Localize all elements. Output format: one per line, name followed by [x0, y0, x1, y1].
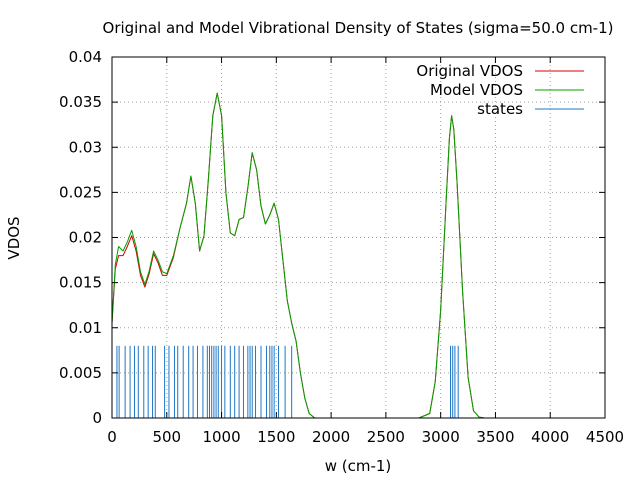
- y-tick-label: 0.005: [59, 364, 102, 382]
- x-tick-label: 500: [152, 428, 181, 446]
- y-tick-label: 0.025: [59, 183, 102, 201]
- x-tick-label: 2000: [312, 428, 350, 446]
- x-tick-label: 3000: [422, 428, 460, 446]
- x-tick-label: 1500: [257, 428, 295, 446]
- ticks: 0 500 1000 1500 2000 2500 3000 3500 4000 4500 0 0.0…: [59, 48, 624, 446]
- x-axis-label: w (cm-1): [325, 457, 392, 475]
- y-tick-label: 0.01: [69, 319, 102, 337]
- y-axis-label: VDOS: [5, 216, 23, 259]
- y-tick-label: 0.04: [69, 48, 102, 66]
- legend-label: Model VDOS: [430, 81, 523, 99]
- x-tick-label: 3500: [476, 428, 514, 446]
- series-line-0: [111, 92, 605, 419]
- plot-frame: [111, 56, 606, 419]
- series-layer: [111, 92, 605, 419]
- y-tick-label: 0.035: [59, 93, 102, 111]
- x-tick-label: 2500: [367, 428, 405, 446]
- x-tick-label: 4000: [531, 428, 569, 446]
- legend-label: states: [477, 100, 523, 118]
- grid: [112, 57, 605, 418]
- chart-title: Original and Model Vibrational Density o…: [103, 19, 614, 37]
- y-tick-label: 0.02: [69, 229, 102, 247]
- x-tick-label: 4500: [586, 428, 624, 446]
- x-tick-label: 0: [107, 428, 117, 446]
- y-tick-label: 0.015: [59, 274, 102, 292]
- y-tick-label: 0.03: [69, 138, 102, 156]
- y-tick-label: 0: [92, 409, 102, 427]
- legend-label: Original VDOS: [416, 62, 523, 80]
- x-tick-label: 1000: [202, 428, 240, 446]
- series-line-1: [111, 92, 605, 419]
